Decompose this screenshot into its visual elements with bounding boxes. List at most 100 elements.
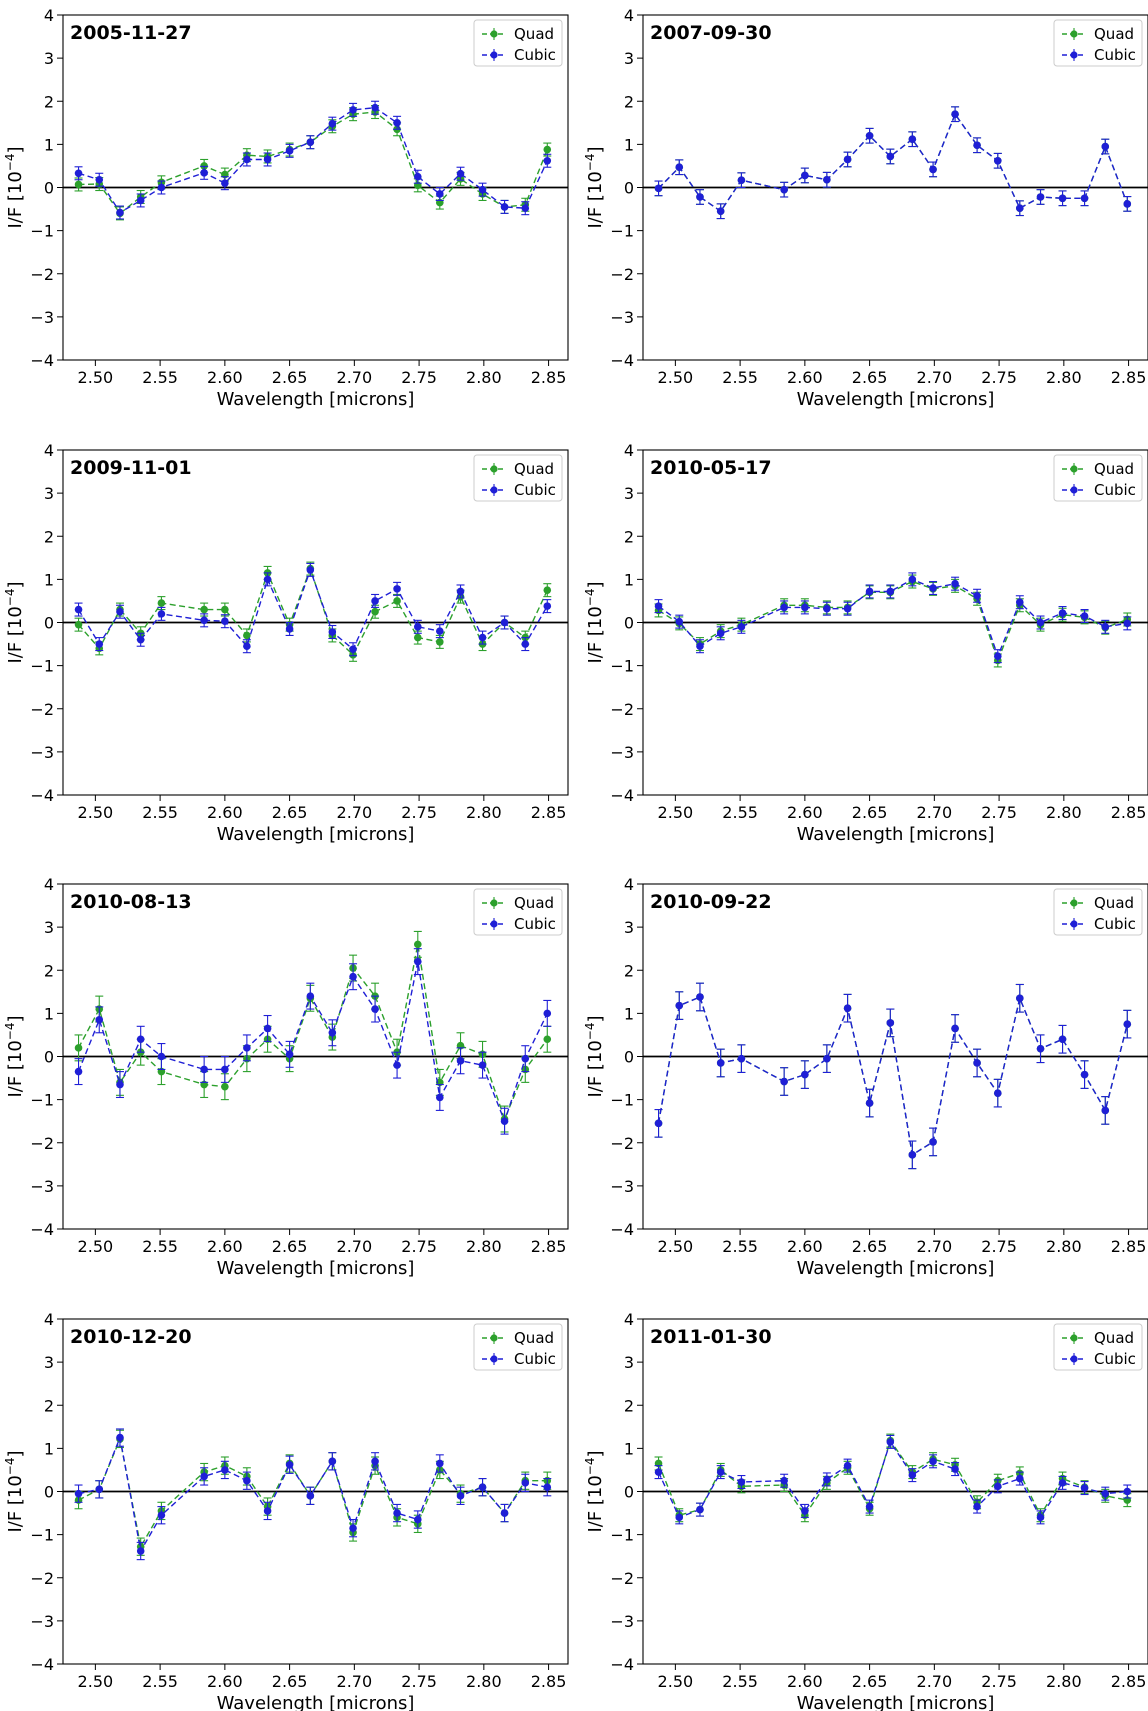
y-axis-label-exponent: −4 <box>3 153 17 171</box>
legend-label-cubic: Cubic <box>514 46 556 64</box>
y-tick-label: 2 <box>624 92 634 111</box>
x-tick-label: 2.80 <box>466 803 502 822</box>
y-tick-label: 4 <box>624 441 634 460</box>
x-tick-label: 2.80 <box>466 1237 502 1256</box>
data-point <box>543 156 552 165</box>
y-axis-label-close: ] <box>5 1015 26 1022</box>
data-point <box>1123 200 1132 208</box>
data-point <box>221 605 229 614</box>
y-axis-label-base: I/F [10 <box>585 171 606 228</box>
y-axis-label-close: ] <box>585 1015 606 1022</box>
panel-2011-01-30: −4 −3 −2 −1 0 1 2 3 4 2.50 2.55 2.60 2.65 2.70 2.75 2.8… <box>583 1310 1148 1711</box>
series-quad <box>74 105 552 221</box>
y-tick-label: 4 <box>44 441 54 460</box>
data-point <box>413 957 422 966</box>
data-point <box>328 1457 337 1466</box>
data-point <box>1058 194 1067 203</box>
data-point <box>543 586 552 594</box>
data-point <box>1036 1044 1045 1053</box>
data-point <box>456 1057 465 1065</box>
x-tick-label: 2.85 <box>531 368 567 387</box>
legend-marker-cubic <box>490 51 498 59</box>
data-point <box>521 640 530 648</box>
y-tick-label: 2 <box>44 961 54 980</box>
x-tick-label: 2.70 <box>337 1672 373 1691</box>
panel-2010-05-17: −4 −3 −2 −1 0 1 2 3 4 2.50 2.55 2.60 2.65 2.70 2.75 2.8… <box>583 441 1148 845</box>
y-tick-label: 1 <box>44 570 54 589</box>
panel-title: 2010-12-20 <box>70 1326 192 1348</box>
data-point <box>95 1485 104 1494</box>
y-tick-label: 3 <box>624 49 634 68</box>
data-point <box>1123 1487 1132 1496</box>
y-tick-label: −2 <box>610 265 634 284</box>
data-point <box>865 1099 874 1107</box>
y-tick-label: 0 <box>624 1483 634 1502</box>
legend-marker-cubic <box>490 920 498 928</box>
data-point <box>654 1468 663 1476</box>
data-point <box>328 119 337 128</box>
y-tick-label: 4 <box>44 875 54 894</box>
y-tick-label: 1 <box>624 1004 634 1023</box>
y-axis-label: I/F [10−4] <box>583 1015 606 1097</box>
data-point <box>243 642 251 651</box>
x-tick-label: 2.65 <box>272 1672 308 1691</box>
data-point <box>500 1117 509 1125</box>
data-point <box>543 1035 552 1044</box>
y-tick-label: −3 <box>610 743 634 762</box>
panel-title: 2007-09-30 <box>650 22 772 44</box>
y-axis-label-exponent: −4 <box>3 588 17 606</box>
x-tick-label: 2.75 <box>401 803 437 822</box>
data-point <box>951 110 959 118</box>
legend-marker-quad <box>1070 465 1078 473</box>
x-tick-label: 2.65 <box>852 1672 888 1691</box>
data-point <box>843 1004 852 1012</box>
x-tick-label: 2.70 <box>337 1237 373 1256</box>
data-point <box>74 180 83 189</box>
y-tick-label: −4 <box>610 1220 634 1239</box>
y-tick-label: −1 <box>610 1526 634 1545</box>
y-tick-label: −1 <box>30 222 54 241</box>
data-point <box>886 587 895 596</box>
x-tick-label: 2.70 <box>917 1672 953 1691</box>
data-point <box>349 106 357 114</box>
x-tick-label: 2.85 <box>531 1237 567 1256</box>
data-point <box>74 620 83 629</box>
data-point <box>675 1001 684 1010</box>
y-tick-label: −4 <box>30 786 54 805</box>
series-line-cubic <box>658 112 1128 213</box>
data-point <box>696 642 704 651</box>
panel-title: 2005-11-27 <box>70 22 192 44</box>
series-line-quad <box>77 944 548 1121</box>
data-point <box>349 645 357 654</box>
data-point <box>74 1044 83 1052</box>
y-axis-label-base: I/F [10 <box>5 1040 26 1097</box>
data-point <box>157 1052 166 1061</box>
x-axis-label: Wavelength [microns] <box>217 1693 415 1711</box>
legend-label-quad: Quad <box>514 25 554 43</box>
data-point <box>263 155 272 164</box>
data-point <box>285 1460 294 1469</box>
panel-2010-12-20: −4 −3 −2 −1 0 1 2 3 4 2.50 2.55 2.60 2.65 2.70 2.75 2.8… <box>3 1310 569 1711</box>
data-point <box>801 171 809 180</box>
data-point <box>654 1119 663 1128</box>
y-tick-label: −4 <box>30 1655 54 1674</box>
y-axis-label-close: ] <box>5 146 26 153</box>
data-point <box>521 1479 530 1487</box>
x-tick-label: 2.80 <box>1046 368 1082 387</box>
data-point <box>843 1461 852 1470</box>
plot-frame <box>62 1318 569 1665</box>
data-point <box>993 1089 1002 1097</box>
data-point <box>929 1457 937 1466</box>
y-tick-label: 3 <box>44 918 54 937</box>
data-point <box>780 1476 788 1485</box>
x-tick-label: 2.55 <box>142 368 178 387</box>
data-point <box>737 1054 746 1063</box>
data-point <box>1080 612 1089 620</box>
panel-2010-09-22: −4 −3 −2 −1 0 1 2 3 4 2.50 2.55 2.60 2.65 2.70 2.75 2.8… <box>583 875 1148 1279</box>
legend-marker-quad <box>1070 30 1078 38</box>
data-point <box>436 638 444 646</box>
plot-frame <box>62 14 569 361</box>
y-tick-label: 0 <box>44 614 54 633</box>
data-point <box>74 1489 83 1498</box>
y-tick-label: −1 <box>30 1091 54 1110</box>
